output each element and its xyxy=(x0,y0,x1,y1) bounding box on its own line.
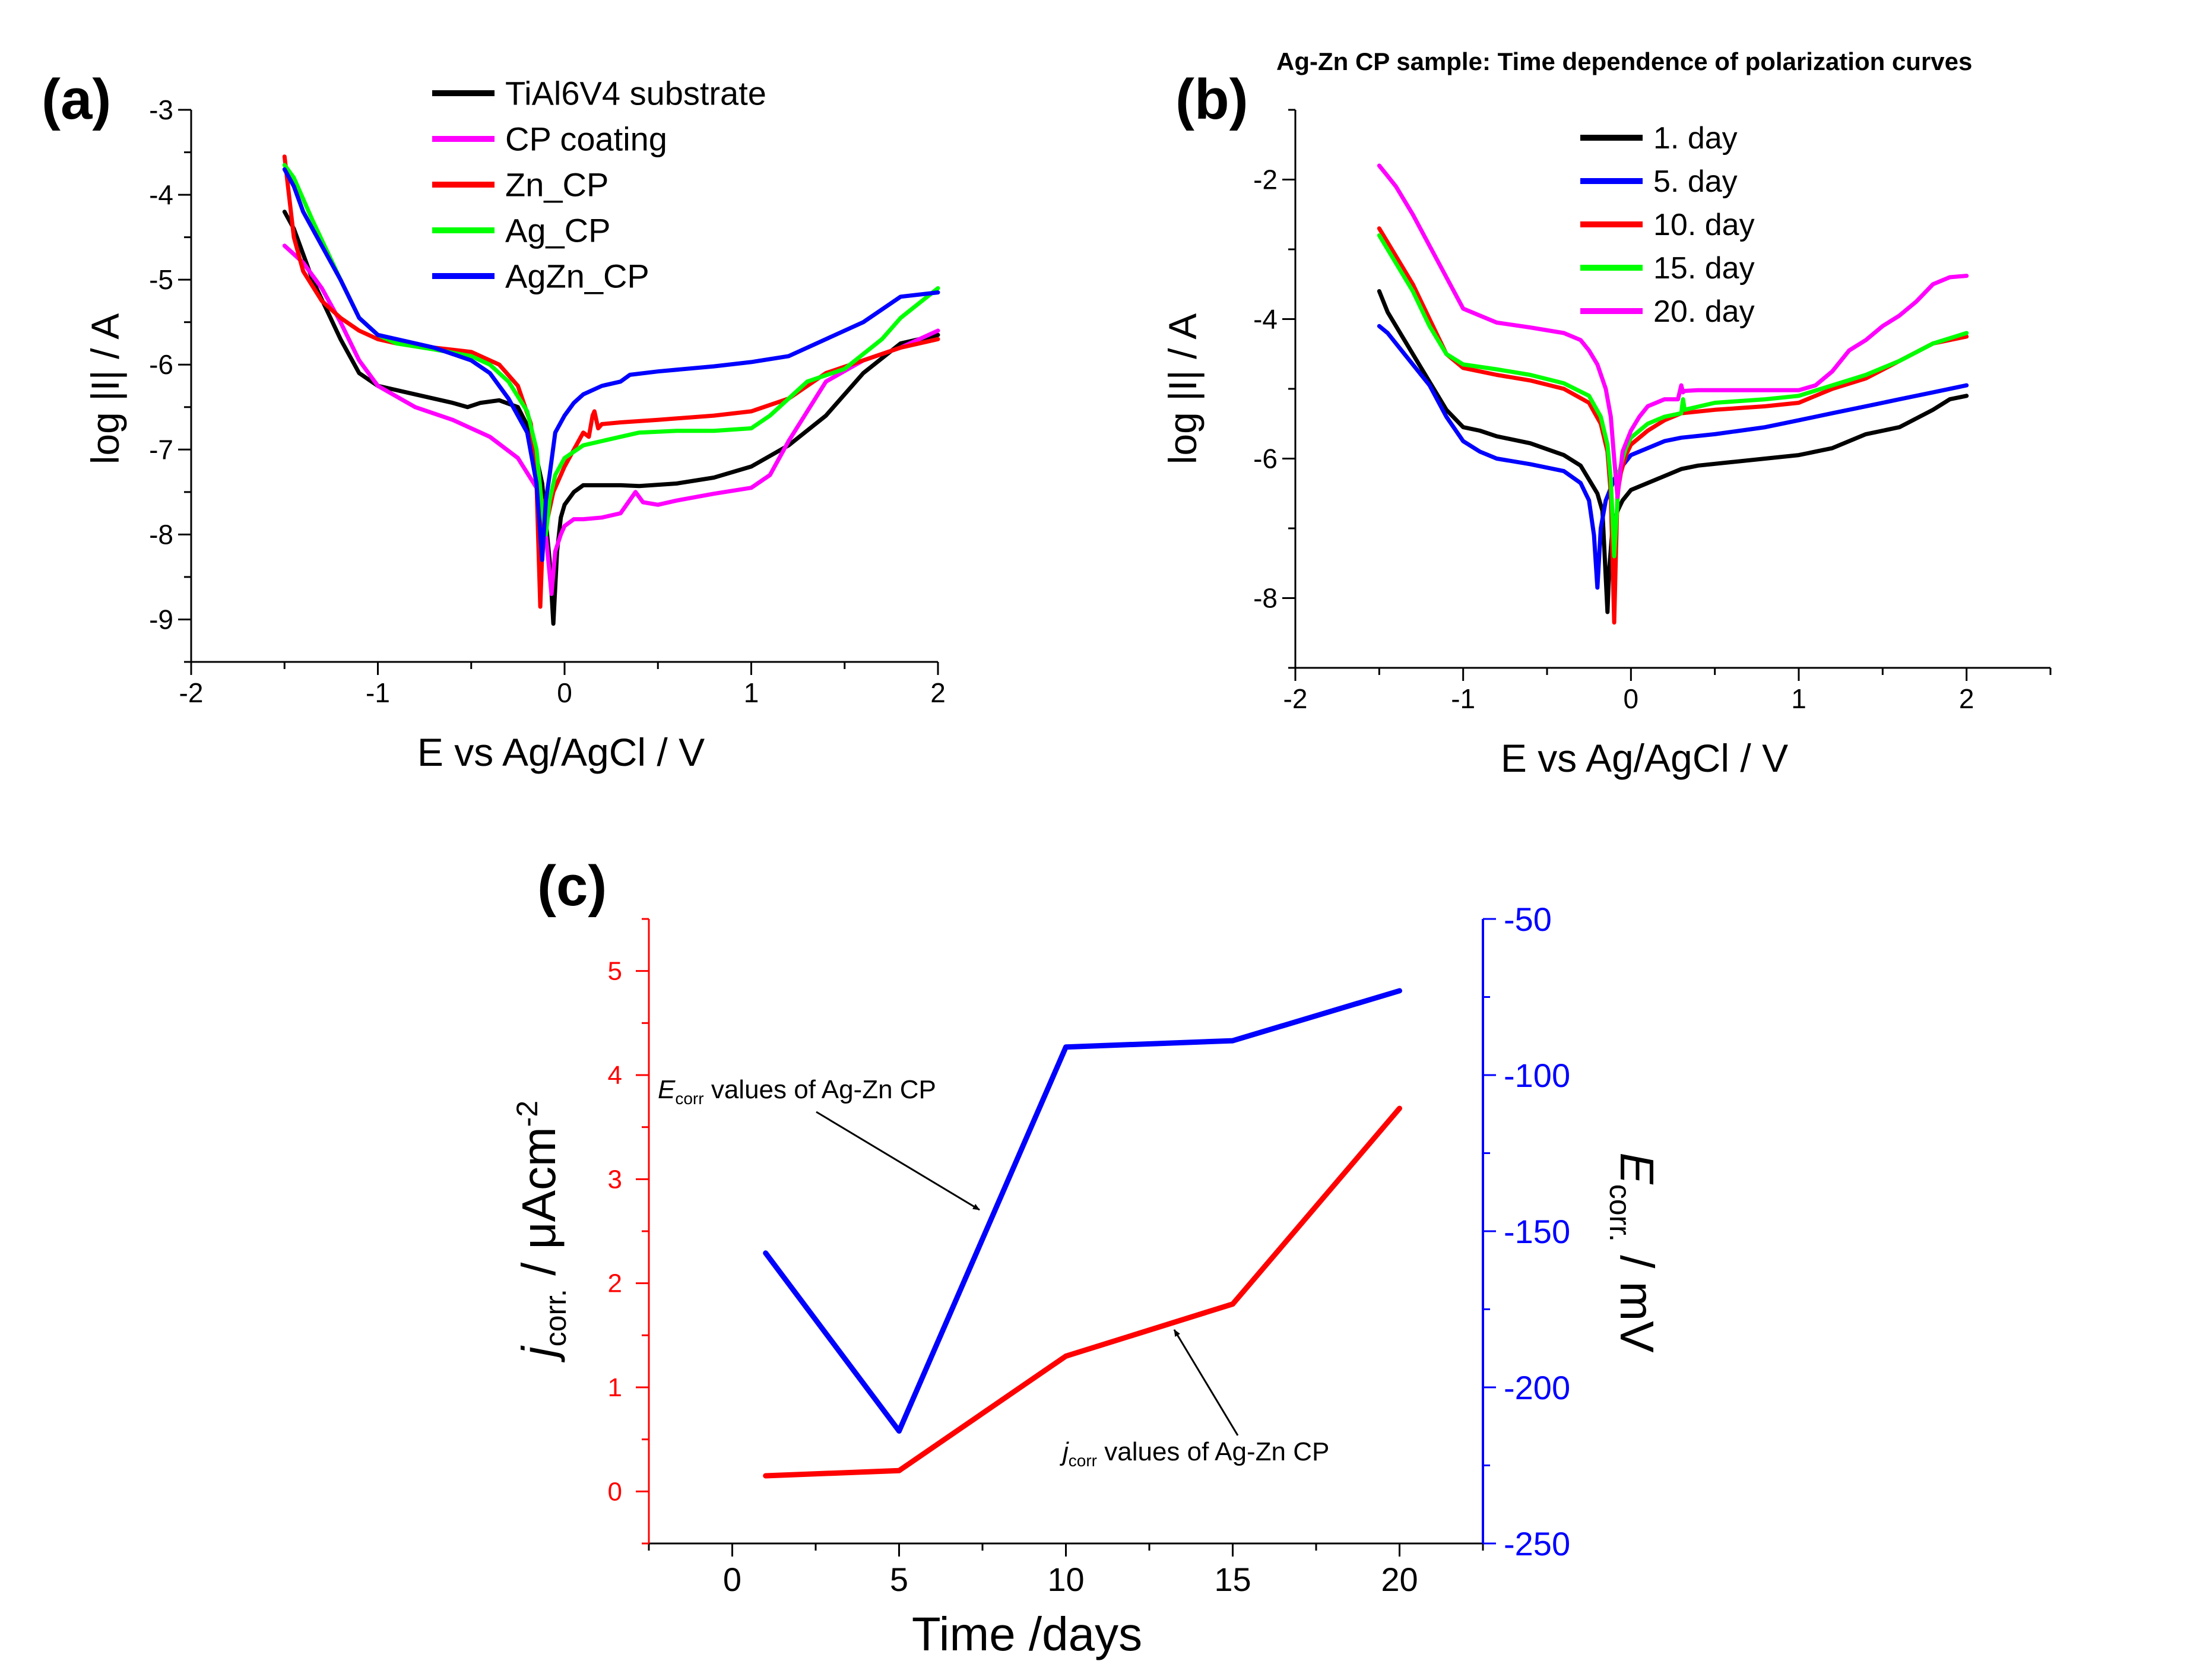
c-x-tick-label: 0 xyxy=(723,1561,741,1598)
panel-c: (c) 0 5 10 15 20 0 1 2 3 4 5 -50 -100 -150 -200 -250 Eco… xyxy=(511,854,1663,1660)
c-ecorr-annotation-symbol: E xyxy=(658,1075,676,1104)
a-y-tick-label: -7 xyxy=(149,434,173,465)
a-legend-label: AgZn_CP xyxy=(505,258,649,295)
c-left-tick-label: 3 xyxy=(608,1165,622,1194)
c-ecorr-annotation: Ecorr values of Ag-Zn CP xyxy=(658,1075,936,1108)
c-left-tick-label: 2 xyxy=(608,1269,622,1298)
a-legend-label: TiAl6V4 substrate xyxy=(505,75,766,112)
a-x-tick-label: 2 xyxy=(930,677,946,708)
c-series-ecorr xyxy=(763,988,1402,1434)
b-series-10day xyxy=(1377,226,1969,625)
c-ecorr-annotation-subscript: corr xyxy=(675,1089,703,1108)
c-jcorr-annotation-symbol: j xyxy=(1060,1437,1069,1466)
c-right-tick-label: -200 xyxy=(1504,1369,1570,1406)
left-axis-unit: / μAcm xyxy=(512,1127,565,1289)
ecorr-subscript: corr. xyxy=(1603,1184,1637,1242)
a-legend-label: CP coating xyxy=(505,121,667,158)
jcorr-symbol: j xyxy=(512,1345,565,1362)
a-y-tick-label: -6 xyxy=(149,349,173,380)
ecorr-symbol: E xyxy=(1611,1152,1663,1185)
c-jcorr-annotation-subscript: corr xyxy=(1069,1451,1097,1470)
left-axis-unit-exponent: -2 xyxy=(511,1101,544,1127)
a-y-tick-label: -9 xyxy=(149,604,173,635)
b-series-20day xyxy=(1377,163,1969,499)
b-legend-label: 20. day xyxy=(1653,294,1755,329)
c-x-tick-label: 15 xyxy=(1214,1561,1251,1598)
c-right-tick-label: -150 xyxy=(1504,1213,1570,1250)
a-x-tick-label: -1 xyxy=(366,677,390,708)
b-legend-label: 1. day xyxy=(1653,121,1738,156)
panel-a-x-axis-title: E vs Ag/AgCl / V xyxy=(417,730,705,774)
c-left-tick-label: 0 xyxy=(608,1477,622,1506)
c-right-tick-label: -250 xyxy=(1504,1525,1570,1562)
b-y-tick-label: -2 xyxy=(1253,164,1278,195)
a-legend-label: Ag_CP xyxy=(505,212,610,249)
b-x-tick-label: 0 xyxy=(1624,683,1639,714)
a-legend-label: Zn_CP xyxy=(505,166,608,204)
c-x-tick-label: 10 xyxy=(1047,1561,1084,1598)
a-y-tick-label: -3 xyxy=(149,94,173,125)
panel-a-plot-area: -2 -1 0 1 2 -9 -8 -7 -6 -5 -4 -3 TiAl6V4 substrate CP… xyxy=(149,75,946,708)
b-y-tick-label: -6 xyxy=(1253,443,1278,474)
a-x-tick-label: 1 xyxy=(744,677,759,708)
c-right-tick-label: -50 xyxy=(1504,901,1552,938)
c-jcorr-arrow xyxy=(1173,1329,1239,1436)
a-series-agzncp xyxy=(282,167,940,562)
panel-c-left-axis-title: jcorr. / μAcm-2 xyxy=(511,1101,572,1362)
c-jcorr-annotation-text: values of Ag-Zn CP xyxy=(1097,1437,1329,1466)
b-legend-label: 5. day xyxy=(1653,164,1738,199)
panel-b-x-axis-title: E vs Ag/AgCl / V xyxy=(1501,736,1788,780)
a-x-tick-label: -2 xyxy=(179,677,204,708)
b-y-tick-label: -4 xyxy=(1253,304,1278,335)
b-series-1day xyxy=(1377,289,1969,614)
a-series-cpcoating xyxy=(282,243,940,596)
b-x-tick-label: 2 xyxy=(1959,683,1974,714)
b-x-tick-label: 1 xyxy=(1791,683,1806,714)
panel-b-label: (b) xyxy=(1175,68,1248,131)
c-left-tick-label: 4 xyxy=(608,1061,622,1090)
b-y-tick-label: -8 xyxy=(1253,583,1278,614)
a-y-tick-label: -5 xyxy=(149,264,173,295)
a-x-tick-label: 0 xyxy=(557,677,572,708)
c-series-jcorr xyxy=(763,1105,1402,1479)
panel-b-y-axis-title: log |I| / A xyxy=(1161,313,1205,464)
b-x-tick-label: -1 xyxy=(1451,683,1475,714)
jcorr-subscript: corr. xyxy=(539,1289,572,1346)
b-legend-label: 15. day xyxy=(1653,251,1755,286)
panel-c-label: (c) xyxy=(537,854,607,918)
c-left-tick-label: 1 xyxy=(608,1373,622,1402)
panel-b: (b) Ag-Zn CP sample: Time dependence of … xyxy=(1161,47,2052,780)
panel-b-plot-area: -2 -1 0 1 2 -8 -6 -4 -2 1. day 5. day 10. day 15. da… xyxy=(1253,109,2052,714)
c-ecorr-annotation-text: values of Ag-Zn CP xyxy=(704,1075,936,1104)
panel-a: (a) -2 -1 0 1 2 -9 -8 -7 -6 -5 -4 -3 TiAl6V4 substra… xyxy=(42,68,946,774)
panel-b-title: Ag-Zn CP sample: Time dependence of pola… xyxy=(1276,47,1972,75)
c-left-tick-label: 5 xyxy=(608,957,622,986)
c-jcorr-annotation: jcorr values of Ag-Zn CP xyxy=(1060,1437,1329,1470)
c-x-tick-label: 5 xyxy=(890,1561,908,1598)
right-axis-unit: / mV xyxy=(1611,1242,1663,1353)
b-x-tick-label: -2 xyxy=(1283,683,1308,714)
a-series-zncp xyxy=(282,154,940,609)
panel-c-x-axis-title: Time /days xyxy=(912,1608,1142,1660)
c-x-tick-label: 20 xyxy=(1381,1561,1418,1598)
b-series-5day xyxy=(1377,324,1969,590)
a-y-tick-label: -8 xyxy=(149,519,173,550)
panel-a-y-axis-title: log |I| / A xyxy=(83,313,127,464)
a-y-tick-label: -4 xyxy=(149,179,173,210)
panel-c-plot-area: 0 5 10 15 20 0 1 2 3 4 5 -50 -100 -150 -200 -250 Ecorr v… xyxy=(608,901,1571,1598)
b-legend-label: 10. day xyxy=(1653,208,1755,242)
panel-a-label: (a) xyxy=(42,68,111,131)
c-right-tick-label: -100 xyxy=(1504,1057,1570,1094)
panel-c-right-axis-title: Ecorr. / mV xyxy=(1603,1152,1663,1353)
a-series-agcp xyxy=(282,163,940,537)
c-ecorr-arrow xyxy=(816,1111,980,1211)
